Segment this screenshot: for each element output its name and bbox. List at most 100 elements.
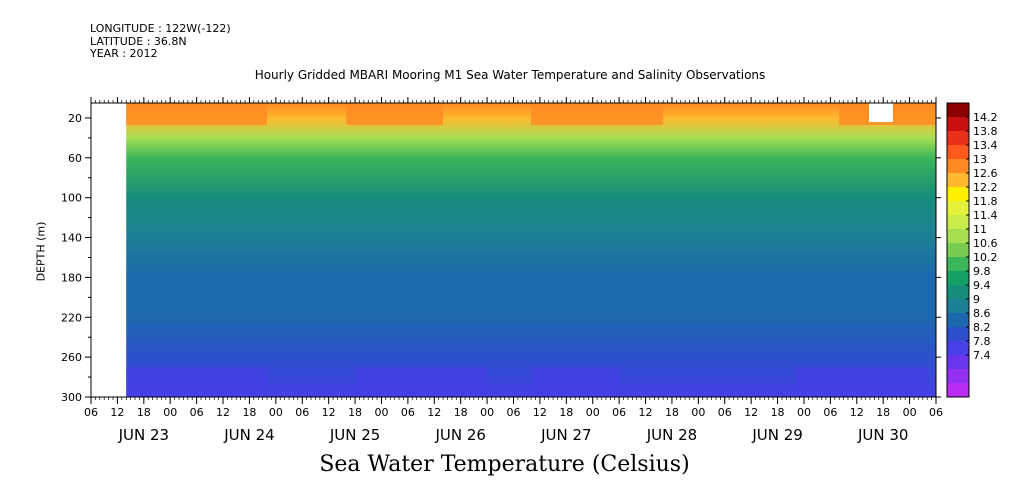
colorbar-swatch bbox=[947, 173, 969, 188]
colorbar-label: 7.4 bbox=[973, 349, 991, 362]
x-day-label: JUN 30 bbox=[857, 426, 908, 444]
x-tick-label: 00 bbox=[480, 406, 494, 419]
colorbar-swatch bbox=[947, 187, 969, 202]
colorbar-swatch bbox=[947, 383, 969, 398]
cold-bottom-patch bbox=[531, 367, 620, 397]
x-tick-label: 06 bbox=[190, 406, 204, 419]
x-tick-label: 18 bbox=[876, 406, 890, 419]
colorbar-label: 7.8 bbox=[973, 335, 991, 348]
x-day-label: JUN 23 bbox=[118, 426, 169, 444]
y-tick-label: 260 bbox=[61, 351, 82, 364]
colorbar-label: 8.2 bbox=[973, 321, 991, 334]
x-tick-label: 12 bbox=[216, 406, 230, 419]
colorbar-label: 12.6 bbox=[973, 167, 998, 180]
x-tick-label: 06 bbox=[718, 406, 732, 419]
x-tick-label: 00 bbox=[163, 406, 177, 419]
x-tick-label: 18 bbox=[242, 406, 256, 419]
cold-bottom-patch bbox=[355, 367, 488, 397]
x-tick-label: 06 bbox=[295, 406, 309, 419]
colorbar-swatch bbox=[947, 243, 969, 258]
colorbar-swatch bbox=[947, 369, 969, 384]
warm-surface-patch bbox=[531, 103, 664, 125]
x-tick-label: 12 bbox=[850, 406, 864, 419]
y-tick-label: 220 bbox=[61, 311, 82, 324]
x-day-label: JUN 25 bbox=[329, 426, 380, 444]
longitude-label: LONGITUDE : 122W(-122) bbox=[90, 22, 231, 35]
colorbar-label: 9 bbox=[973, 293, 980, 306]
colorbar-label: 14.2 bbox=[973, 111, 998, 124]
x-tick-label: 00 bbox=[797, 406, 811, 419]
x-tick-label: 18 bbox=[137, 406, 151, 419]
colorbar-swatch bbox=[947, 131, 969, 146]
x-tick-label: 12 bbox=[322, 406, 336, 419]
colorbar-swatch bbox=[947, 257, 969, 272]
y-tick-label: 20 bbox=[68, 112, 82, 125]
colorbar-swatch bbox=[947, 299, 969, 314]
colorbar-label: 13.8 bbox=[973, 125, 998, 138]
latitude-label: LATITUDE : 36.8N bbox=[90, 34, 187, 48]
colorbar-swatch bbox=[947, 201, 969, 216]
x-tick-label: 06 bbox=[401, 406, 415, 419]
colorbar-label: 13 bbox=[973, 153, 987, 166]
x-tick-label: 00 bbox=[691, 406, 705, 419]
x-tick-label: 06 bbox=[823, 406, 837, 419]
x-tick-label: 12 bbox=[533, 406, 547, 419]
y-tick-label: 60 bbox=[68, 152, 82, 165]
x-tick-label: 18 bbox=[348, 406, 362, 419]
colorbar-label: 11.8 bbox=[973, 195, 998, 208]
cold-bottom-patch bbox=[126, 367, 268, 397]
x-day-label: JUN 28 bbox=[646, 426, 697, 444]
y-tick-label: 180 bbox=[61, 271, 82, 284]
mooring-header: LONGITUDE : 122W(-122) LATITUDE : 36.8N … bbox=[90, 22, 231, 61]
warm-surface-patch bbox=[346, 103, 444, 125]
x-tick-label: 00 bbox=[586, 406, 600, 419]
colorbar-swatch bbox=[947, 327, 969, 342]
no-data-gap bbox=[869, 103, 893, 122]
colorbar: 14.213.813.41312.612.211.811.41110.610.2… bbox=[946, 102, 998, 398]
colorbar-label: 11.4 bbox=[973, 209, 998, 222]
x-tick-label: 06 bbox=[612, 406, 626, 419]
x-tick-label: 12 bbox=[110, 406, 124, 419]
temperature-field bbox=[126, 103, 936, 397]
x-tick-label: 00 bbox=[903, 406, 917, 419]
colorbar-swatch bbox=[947, 229, 969, 244]
x-tick-label: 18 bbox=[665, 406, 679, 419]
y-tick-label: 140 bbox=[61, 232, 82, 245]
x-tick-label: 00 bbox=[269, 406, 283, 419]
colorbar-swatch bbox=[947, 271, 969, 286]
colorbar-label: 10.6 bbox=[973, 237, 998, 250]
warm-surface-patch bbox=[126, 103, 268, 125]
colorbar-label: 9.8 bbox=[973, 265, 991, 278]
cold-bottom-patch bbox=[795, 367, 928, 397]
y-tick-label: 300 bbox=[61, 391, 82, 404]
colorbar-swatch bbox=[947, 355, 969, 370]
x-tick-label: 18 bbox=[771, 406, 785, 419]
colorbar-label: 9.4 bbox=[973, 279, 991, 292]
x-tick-label: 06 bbox=[507, 406, 521, 419]
plot-area bbox=[91, 103, 936, 397]
y-tick-label: 100 bbox=[61, 192, 82, 205]
colorbar-label: 12.2 bbox=[973, 181, 998, 194]
x-tick-label: 12 bbox=[639, 406, 653, 419]
x-tick-label: 18 bbox=[454, 406, 468, 419]
colorbar-swatch bbox=[947, 285, 969, 300]
colorbar-swatch bbox=[947, 313, 969, 328]
x-day-label: JUN 24 bbox=[223, 426, 274, 444]
colorbar-swatch bbox=[947, 159, 969, 174]
colorbar-swatch bbox=[947, 103, 969, 118]
colorbar-swatch bbox=[947, 341, 969, 356]
colorbar-label: 10.2 bbox=[973, 251, 998, 264]
x-day-label: JUN 26 bbox=[434, 426, 485, 444]
x-day-label: JUN 27 bbox=[540, 426, 591, 444]
colorbar-label: 13.4 bbox=[973, 139, 998, 152]
colorbar-swatch bbox=[947, 145, 969, 160]
x-tick-label: 06 bbox=[84, 406, 98, 419]
x-tick-label: 12 bbox=[427, 406, 441, 419]
x-tick-label: 00 bbox=[374, 406, 388, 419]
colorbar-swatch bbox=[947, 117, 969, 132]
x-tick-label: 06 bbox=[929, 406, 943, 419]
colorbar-label: 11 bbox=[973, 223, 987, 236]
colorbar-label: 8.6 bbox=[973, 307, 991, 320]
